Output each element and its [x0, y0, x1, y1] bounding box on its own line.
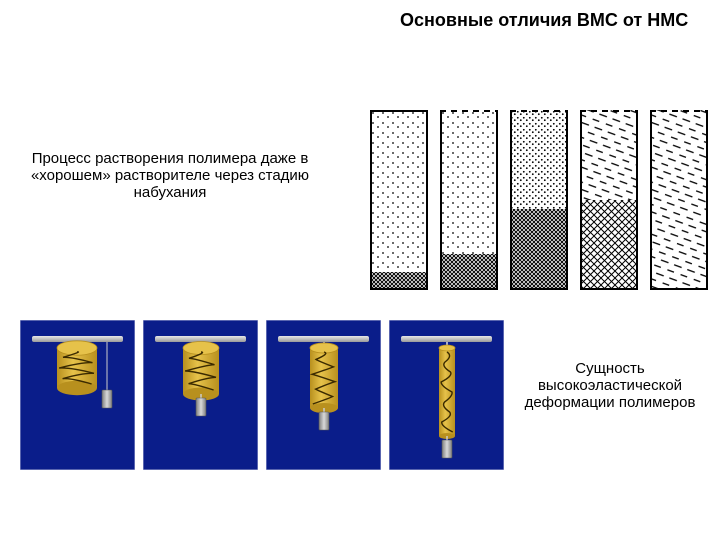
caption-deformation: Сущность высокоэластической деформации п…	[515, 360, 705, 411]
tube-4	[650, 110, 708, 290]
tube-3	[580, 110, 638, 290]
tubes-diagram	[370, 110, 708, 290]
slide-stage: Основные отличия ВМС от НМС Процесс раст…	[0, 0, 720, 540]
tube-wrap-3	[580, 110, 638, 290]
deformation-panel-1	[143, 320, 258, 470]
tube-wrap-2	[510, 110, 568, 290]
tube-2	[510, 110, 568, 290]
tube-wrap-4	[650, 110, 708, 290]
tube-0	[370, 110, 428, 290]
caption-dissolution: Процесс растворения полимера даже в «хор…	[30, 150, 310, 201]
tube-wrap-1	[440, 110, 498, 290]
deformation-panel-0	[20, 320, 135, 470]
deformation-panel-2	[266, 320, 381, 470]
slide-title: Основные отличия ВМС от НМС	[400, 10, 688, 31]
deformation-panels	[20, 320, 504, 470]
deformation-panel-3	[389, 320, 504, 470]
tube-wrap-0	[370, 110, 428, 290]
tube-1	[440, 110, 498, 290]
